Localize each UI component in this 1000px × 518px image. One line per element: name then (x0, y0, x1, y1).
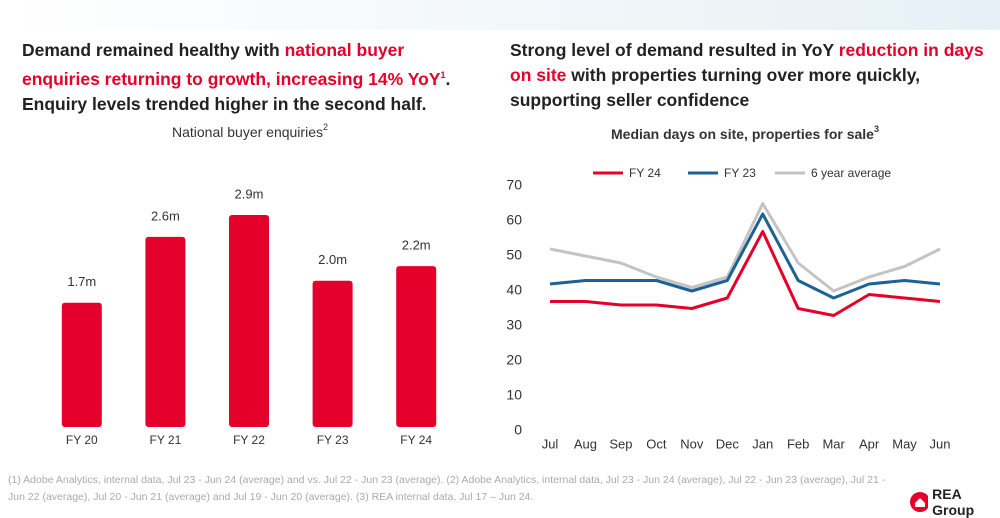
heading-text: with properties turning over more quickl… (510, 65, 921, 110)
y-tick-label: 0 (514, 422, 522, 438)
y-tick-label: 60 (506, 212, 522, 228)
x-tick-label: Jul (542, 436, 559, 451)
chart-title: National buyer enquiries2 (172, 122, 328, 139)
x-tick-label: Dec (716, 436, 740, 451)
y-tick-label: 50 (506, 247, 522, 263)
y-tick-label: 20 (506, 352, 522, 368)
x-tick-label: Oct (646, 436, 667, 451)
x-tick-label: Nov (680, 436, 704, 451)
x-tick-label: Mar (822, 436, 845, 451)
heading-text: Strong level of demand resulted in YoY (510, 40, 839, 60)
value-label: 2.2m (402, 238, 431, 253)
x-tick-label: Feb (787, 436, 809, 451)
logo: REA Group (910, 486, 1000, 518)
logo-text: REA Group (932, 486, 975, 518)
value-label: 2.9m (235, 186, 264, 201)
title-text: National buyer enquiries (172, 124, 323, 140)
bar (61, 302, 102, 427)
heading-highlight: national buyer enquiries returning to gr… (22, 40, 441, 89)
right-heading: Strong level of demand resulted in YoY r… (510, 38, 985, 113)
x-tick-label: FY 21 (149, 433, 181, 447)
y-tick-label: 10 (506, 387, 522, 403)
value-label: 2.0m (318, 252, 347, 267)
x-tick-label: Sep (609, 436, 632, 451)
x-tick-label: May (892, 436, 917, 451)
bar (396, 266, 437, 427)
value-label: 2.6m (151, 208, 180, 223)
logo-icon (910, 492, 929, 512)
x-tick-label: FY 23 (317, 433, 349, 447)
x-tick-label: FY 22 (233, 433, 265, 447)
legend-label: 6 year average (811, 166, 891, 180)
footnote: (1) Adobe Analytics, internal data, Jul … (8, 474, 886, 503)
y-tick-label: 40 (506, 282, 522, 298)
legend-label: FY 23 (724, 166, 756, 180)
x-tick-label: Aug (574, 436, 597, 451)
left-heading: Demand remained healthy with national bu… (22, 38, 467, 117)
bar (229, 215, 269, 427)
heading-highlight: reduction in days on site (510, 40, 984, 85)
bar (145, 236, 186, 427)
x-tick-label: Apr (859, 436, 880, 451)
bar (312, 280, 353, 427)
series-line (549, 202, 941, 293)
header-band (0, 0, 1000, 30)
heading-text: Demand remained healthy with (22, 40, 285, 60)
chart-title: Median days on site, properties for sale… (611, 124, 879, 141)
x-tick-label: FY 20 (66, 433, 98, 447)
heading-text: . Enquiry levels trended higher in the s… (22, 68, 451, 114)
footnote-ref: 1 (440, 70, 446, 80)
value-label: 1.7m (67, 274, 96, 289)
series-line (549, 212, 941, 300)
x-tick-label: FY 24 (400, 433, 432, 447)
y-tick-label: 70 (506, 177, 522, 193)
title-superscript: 2 (323, 122, 328, 132)
legend-label: FY 24 (629, 166, 661, 180)
series-line (550, 230, 941, 317)
title-text: Median days on site, properties for sale (611, 126, 874, 142)
x-tick-label: Jan (752, 436, 773, 451)
x-tick-label: Jun (930, 436, 951, 451)
y-tick-label: 30 (506, 317, 522, 333)
title-superscript: 3 (874, 124, 879, 134)
